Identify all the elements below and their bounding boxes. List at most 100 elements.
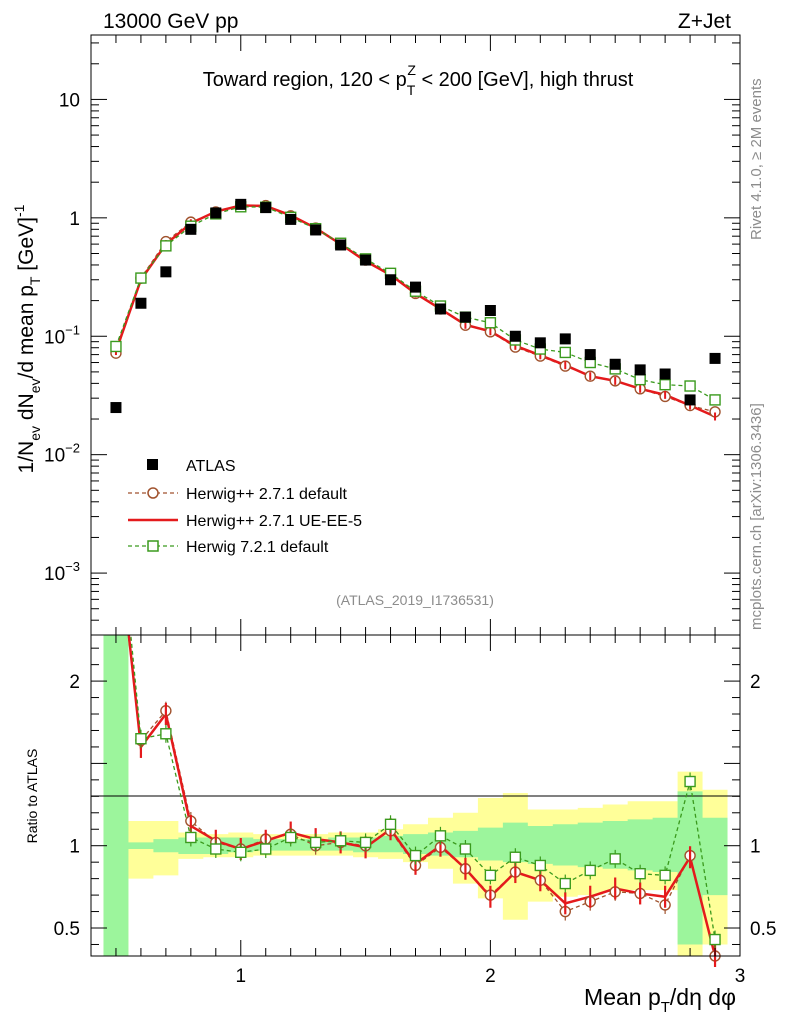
ratio-point-h721_default (434, 830, 447, 842)
ratio-point-h721_default (359, 836, 372, 849)
ratio-point-h721_default (559, 877, 571, 890)
main-y-tick-label: 10−3 (44, 559, 80, 585)
atlas-data-point (509, 330, 521, 342)
main-panel: 10 1 10−1 10−2 10−3 Toward region, 120 < pTZ… (11, 34, 741, 636)
x-tick-label: 1 (235, 966, 246, 987)
atlas-data-point (410, 281, 421, 293)
ratio-point-h721_default (409, 849, 422, 862)
rivet-label: Rivet 4.1.0, ≥ 2M events (748, 78, 765, 240)
ratio-point-h721_default (534, 859, 547, 872)
ratio-axis-ticks (90, 635, 741, 956)
analysis-id: (ATLAS_2019_I1736531) (336, 592, 494, 608)
main-y-tick-label: 1 (69, 209, 80, 230)
main-line-h271_default (115, 204, 716, 413)
ratio-point-h721_default (309, 836, 322, 849)
main-y-tick-label: 10−2 (44, 441, 80, 467)
ratio-point-h721_default (334, 835, 347, 847)
atlas-data-point (185, 223, 197, 235)
ratio-point-h721_default (684, 775, 696, 788)
atlas-data-point (210, 207, 222, 219)
atlas-data-points (110, 198, 721, 414)
atlas-data-point (684, 394, 696, 406)
ratio-point-h721_default (384, 818, 397, 831)
atlas-data-point (459, 311, 471, 323)
atlas-data-point (584, 349, 596, 361)
ratio-point-h721_default (509, 851, 522, 863)
atlas-data-point (235, 198, 247, 210)
y-axis-label: 1/Nev dNev/d mean pT [GeV]-1 (11, 204, 43, 473)
legend-label-h271-default: Herwig++ 2.7.1 default (186, 486, 348, 503)
main-point-h721_default (659, 378, 671, 391)
atlas-data-point (484, 305, 496, 317)
legend-marker-atlas (147, 459, 158, 470)
atlas-data-point (110, 402, 122, 414)
ratio-point-h721_default (634, 867, 646, 880)
atlas-data-point (709, 352, 721, 364)
main-series-lines (114, 204, 716, 418)
ratio-point-h721_default (584, 864, 596, 877)
ratio-point-h721_default (185, 831, 197, 844)
ratio-point-h721_default (210, 843, 222, 855)
atlas-data-point (310, 224, 322, 236)
ratio-y-axis-label: Ratio to ATLAS (24, 749, 40, 844)
main-y-tick-label: 10−1 (44, 322, 80, 348)
ratio-uncertainty-bands (103, 635, 728, 956)
legend-marker-h721-default (147, 540, 159, 552)
main-point-h721_default (684, 380, 696, 392)
atlas-data-point (285, 213, 297, 225)
atlas-data-point (135, 297, 147, 309)
atlas-data-point (559, 333, 571, 345)
main-line-h721_default (115, 206, 716, 401)
ratio-point-h721_default (484, 869, 497, 882)
legend-marker-h271-default (147, 487, 159, 499)
ratio-series-markers (135, 701, 721, 967)
ratio-point-h721_default (659, 869, 671, 882)
atlas-data-point (160, 266, 172, 278)
ratio-point-h721_default (609, 853, 621, 865)
ratio-point-h721_default (260, 843, 272, 855)
ratio-point-h721_default (160, 728, 172, 740)
main-point-h721_default (634, 373, 646, 386)
legend-label-h721-default: Herwig 7.2.1 default (186, 539, 329, 556)
main-point-h721_default (110, 340, 122, 353)
ratio-y-tick-label: 2 (69, 672, 80, 693)
ratio-point-h721_default (459, 843, 472, 855)
main-y-tick-label: 10 (59, 90, 80, 111)
ratio-y-tick-labels: 0.5 0.5 1 1 2 2 (54, 672, 777, 940)
legend: ATLAS Herwig++ 2.7.1 default Herwig++ 2.… (128, 458, 362, 556)
atlas-data-point (360, 254, 372, 266)
x-tick-label: 2 (485, 966, 496, 987)
main-point-h721_default (135, 272, 147, 284)
atlas-data-point (534, 337, 546, 349)
atlas-data-point (385, 274, 397, 286)
main-y-tick-labels: 10 1 10−1 10−2 10−3 (44, 90, 80, 585)
ratio-point-h721_default (235, 846, 247, 858)
ratio-y-tick-label: 0.5 (54, 919, 80, 940)
main-point-h721_default (709, 394, 721, 406)
legend-label-h271-ueee5: Herwig++ 2.7.1 UE-EE-5 (186, 513, 362, 530)
main-axis-ticks (90, 35, 741, 636)
ratio-band-outer (103, 635, 728, 956)
ratio-line-h271_ueee5 (127, 635, 717, 956)
ratio-point-h721_default (284, 831, 297, 844)
ratio-panel: 0.5 0.5 1 1 2 2 Ratio to ATLAS (24, 634, 777, 967)
atlas-data-point (434, 303, 446, 315)
ratio-point-h721_default (709, 933, 721, 946)
atlas-data-point (634, 364, 646, 376)
main-point-h721_default (559, 346, 571, 359)
ratio-y-tick-label: 1 (69, 837, 80, 858)
x-tick-label: 3 (735, 966, 746, 987)
x-axis-label: Mean pT/dη dφ (584, 984, 736, 1016)
ratio-point-h721_default (135, 733, 147, 745)
header-left: 13000 GeV pp (103, 10, 238, 33)
atlas-data-point (609, 358, 621, 370)
atlas-data-point (659, 368, 671, 380)
ratio-y-tick-label-right: 0.5 (750, 919, 776, 940)
ratio-y-tick-label-right: 2 (750, 672, 761, 693)
x-tick-labels: 1 2 3 (235, 966, 745, 987)
ratio-y-tick-label-right: 1 (750, 837, 761, 858)
mcplots-label: mcplots.cern.ch [arXiv:1306.3436] (748, 403, 765, 630)
main-point-h721_default (484, 317, 497, 329)
atlas-data-point (260, 202, 272, 214)
